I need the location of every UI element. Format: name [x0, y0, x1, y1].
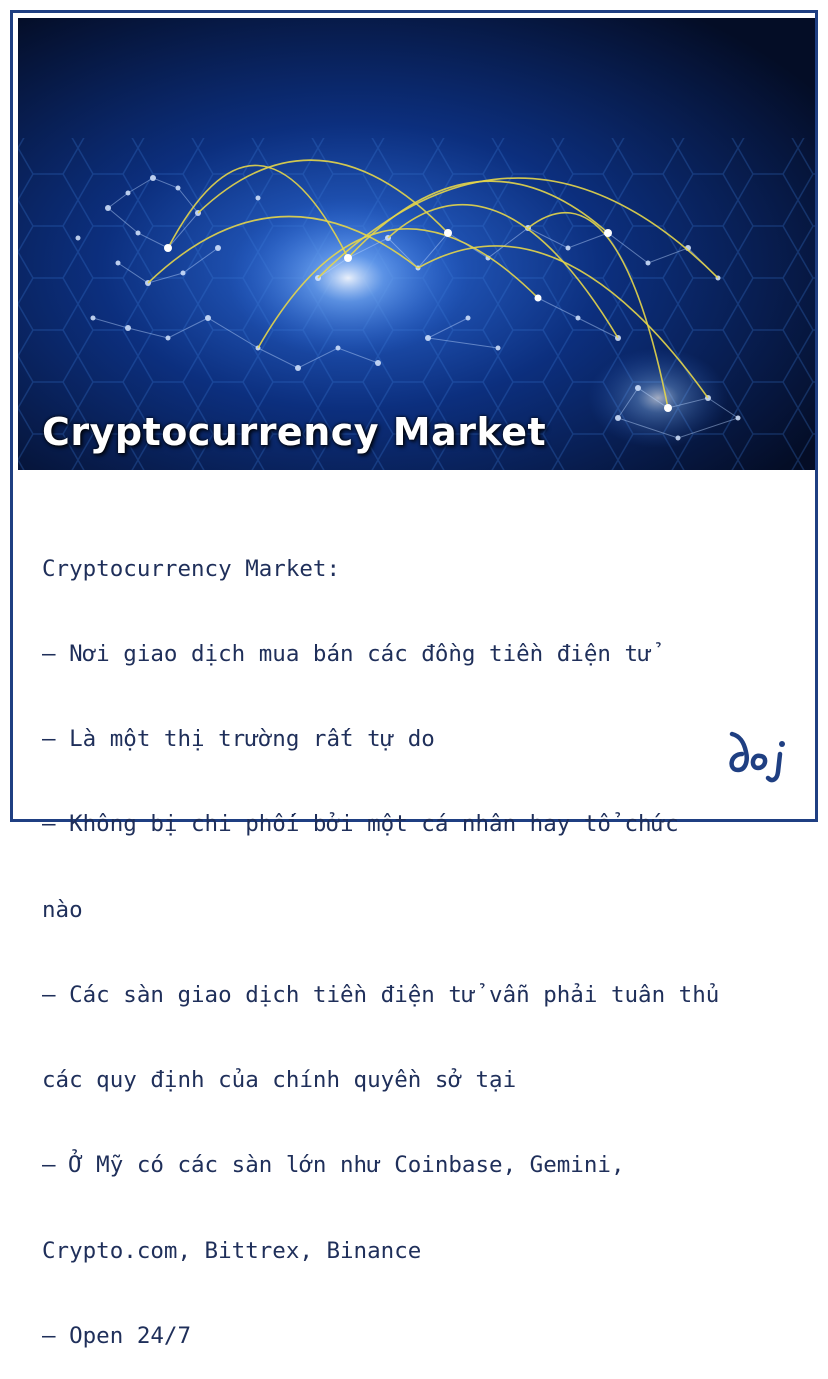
hero-image: Cryptocurrency Market: [18, 18, 815, 470]
content-line: – Open 24/7: [42, 1322, 192, 1349]
content-line: – Không bị chi phối bởi một cá nhân hay …: [42, 811, 679, 838]
world-network-map: [18, 18, 815, 470]
doj-logo-icon: [729, 731, 785, 783]
bright-nodes: [164, 229, 672, 412]
content-line: nào: [42, 896, 83, 923]
brand-logo: [722, 724, 794, 786]
content-line: Crypto.com, Bittrex, Binance: [42, 1237, 422, 1264]
hero-title: Cryptocurrency Market: [42, 410, 547, 454]
connection-arcs: [147, 159, 719, 409]
content-text: Cryptocurrency Market: – Nơi giao dịch m…: [42, 498, 782, 1379]
content-line: – Các sàn giao dịch tiền điện tử vẫn phả…: [42, 981, 720, 1008]
content-line: – Là một thị trường rất tự do: [42, 726, 435, 753]
content-line: – Ở Mỹ có các sàn lớn như Coinbase, Gemi…: [42, 1152, 625, 1179]
content-line: Cryptocurrency Market:: [42, 555, 341, 582]
content-line: – Nơi giao dịch mua bán các đồng tiền đi…: [42, 641, 652, 668]
content-line: các quy định của chính quyền sở tại: [42, 1067, 517, 1094]
